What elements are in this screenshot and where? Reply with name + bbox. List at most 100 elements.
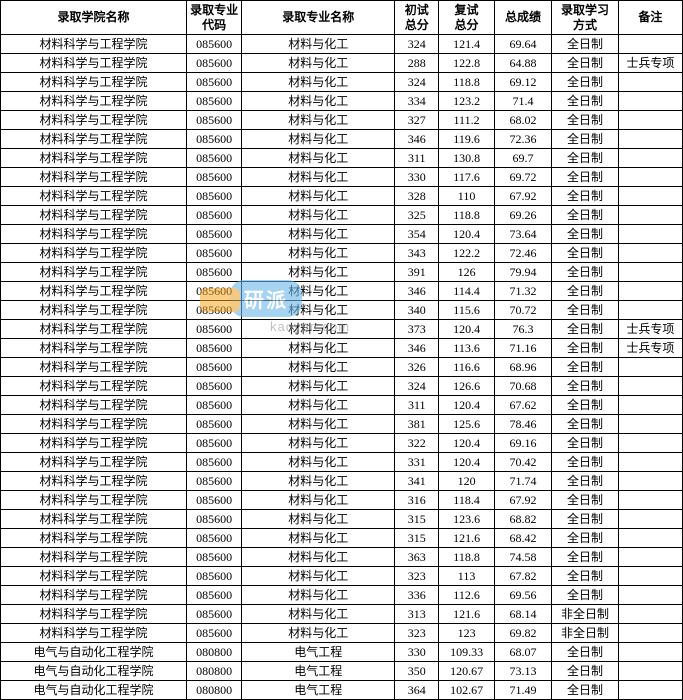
cell-total: 68.14: [494, 605, 552, 624]
cell-total: 71.74: [494, 472, 552, 491]
cell-s2: 115.6: [439, 301, 494, 320]
col-code: 录取专业代码: [186, 1, 241, 35]
cell-college: 材料科学与工程学院: [1, 206, 187, 225]
cell-s1: 323: [395, 624, 439, 643]
cell-s1: 346: [395, 282, 439, 301]
cell-total: 76.3: [494, 320, 552, 339]
cell-total: 69.16: [494, 434, 552, 453]
cell-s2: 113.6: [439, 339, 494, 358]
cell-major: 材料与化工: [242, 225, 395, 244]
cell-college: 材料科学与工程学院: [1, 111, 187, 130]
cell-major: 电气工程: [242, 681, 395, 700]
cell-code: 080800: [186, 662, 241, 681]
cell-mode: 全日制: [552, 73, 618, 92]
cell-note: [618, 187, 682, 206]
col-s2: 复试总分: [439, 1, 494, 35]
cell-mode: 全日制: [552, 263, 618, 282]
table-row: 电气与自动化工程学院080800电气工程364102.6771.49全日制: [1, 681, 683, 700]
cell-code: 085600: [186, 624, 241, 643]
cell-s1: 315: [395, 529, 439, 548]
table-row: 材料科学与工程学院085600材料与化工346119.672.36全日制: [1, 130, 683, 149]
cell-code: 085600: [186, 453, 241, 472]
cell-code: 085600: [186, 396, 241, 415]
cell-s1: 315: [395, 510, 439, 529]
table-body: 材料科学与工程学院085600材料与化工324121.469.64全日制材料科学…: [1, 35, 683, 700]
cell-code: 085600: [186, 358, 241, 377]
cell-s2: 130.8: [439, 149, 494, 168]
cell-s1: 328: [395, 187, 439, 206]
cell-mode: 全日制: [552, 529, 618, 548]
cell-mode: 全日制: [552, 662, 618, 681]
cell-total: 73.13: [494, 662, 552, 681]
cell-mode: 全日制: [552, 434, 618, 453]
cell-major: 材料与化工: [242, 187, 395, 206]
cell-s2: 121.6: [439, 605, 494, 624]
cell-s1: 381: [395, 415, 439, 434]
cell-s2: 121.4: [439, 35, 494, 54]
cell-mode: 非全日制: [552, 605, 618, 624]
col-college: 录取学院名称: [1, 1, 187, 35]
cell-code: 085600: [186, 54, 241, 73]
cell-s2: 122.8: [439, 54, 494, 73]
cell-major: 材料与化工: [242, 434, 395, 453]
cell-total: 71.32: [494, 282, 552, 301]
cell-code: 080800: [186, 681, 241, 700]
cell-college: 材料科学与工程学院: [1, 358, 187, 377]
cell-mode: 全日制: [552, 92, 618, 111]
cell-college: 材料科学与工程学院: [1, 624, 187, 643]
table-row: 材料科学与工程学院085600材料与化工324118.869.12全日制: [1, 73, 683, 92]
cell-mode: 全日制: [552, 472, 618, 491]
cell-total: 67.62: [494, 396, 552, 415]
cell-note: [618, 491, 682, 510]
cell-code: 085600: [186, 415, 241, 434]
cell-code: 085600: [186, 244, 241, 263]
cell-code: 085600: [186, 472, 241, 491]
cell-s1: 343: [395, 244, 439, 263]
cell-major: 材料与化工: [242, 35, 395, 54]
table-row: 材料科学与工程学院085600材料与化工315123.668.82全日制: [1, 510, 683, 529]
cell-major: 材料与化工: [242, 92, 395, 111]
table-row: 材料科学与工程学院085600材料与化工316118.467.92全日制: [1, 491, 683, 510]
cell-s2: 120.4: [439, 320, 494, 339]
cell-s2: 120.4: [439, 453, 494, 472]
cell-college: 材料科学与工程学院: [1, 168, 187, 187]
cell-s1: 311: [395, 149, 439, 168]
cell-s1: 391: [395, 263, 439, 282]
table-row: 材料科学与工程学院085600材料与化工311120.467.62全日制: [1, 396, 683, 415]
cell-college: 材料科学与工程学院: [1, 282, 187, 301]
cell-s2: 123: [439, 624, 494, 643]
cell-mode: 全日制: [552, 396, 618, 415]
cell-note: [618, 624, 682, 643]
cell-mode: 全日制: [552, 358, 618, 377]
cell-note: [618, 73, 682, 92]
cell-mode: 全日制: [552, 206, 618, 225]
cell-s1: 331: [395, 453, 439, 472]
cell-s1: 334: [395, 92, 439, 111]
cell-mode: 全日制: [552, 548, 618, 567]
cell-major: 材料与化工: [242, 244, 395, 263]
cell-code: 085600: [186, 149, 241, 168]
cell-s1: 364: [395, 681, 439, 700]
cell-s2: 123.6: [439, 510, 494, 529]
cell-s2: 118.8: [439, 548, 494, 567]
cell-s1: 326: [395, 358, 439, 377]
cell-code: 085600: [186, 548, 241, 567]
cell-college: 材料科学与工程学院: [1, 92, 187, 111]
cell-code: 085600: [186, 206, 241, 225]
cell-mode: 全日制: [552, 681, 618, 700]
col-mode: 录取学习方式: [552, 1, 618, 35]
cell-major: 材料与化工: [242, 339, 395, 358]
cell-s2: 112.6: [439, 586, 494, 605]
table-row: 材料科学与工程学院085600材料与化工39112679.94全日制: [1, 263, 683, 282]
cell-s2: 125.6: [439, 415, 494, 434]
col-note: 备注: [618, 1, 682, 35]
cell-code: 085600: [186, 491, 241, 510]
cell-total: 71.49: [494, 681, 552, 700]
cell-code: 085600: [186, 434, 241, 453]
cell-s2: 120.67: [439, 662, 494, 681]
cell-college: 材料科学与工程学院: [1, 586, 187, 605]
table-row: 材料科学与工程学院085600材料与化工334123.271.4全日制: [1, 92, 683, 111]
cell-mode: 全日制: [552, 377, 618, 396]
cell-major: 材料与化工: [242, 548, 395, 567]
cell-mode: 全日制: [552, 187, 618, 206]
